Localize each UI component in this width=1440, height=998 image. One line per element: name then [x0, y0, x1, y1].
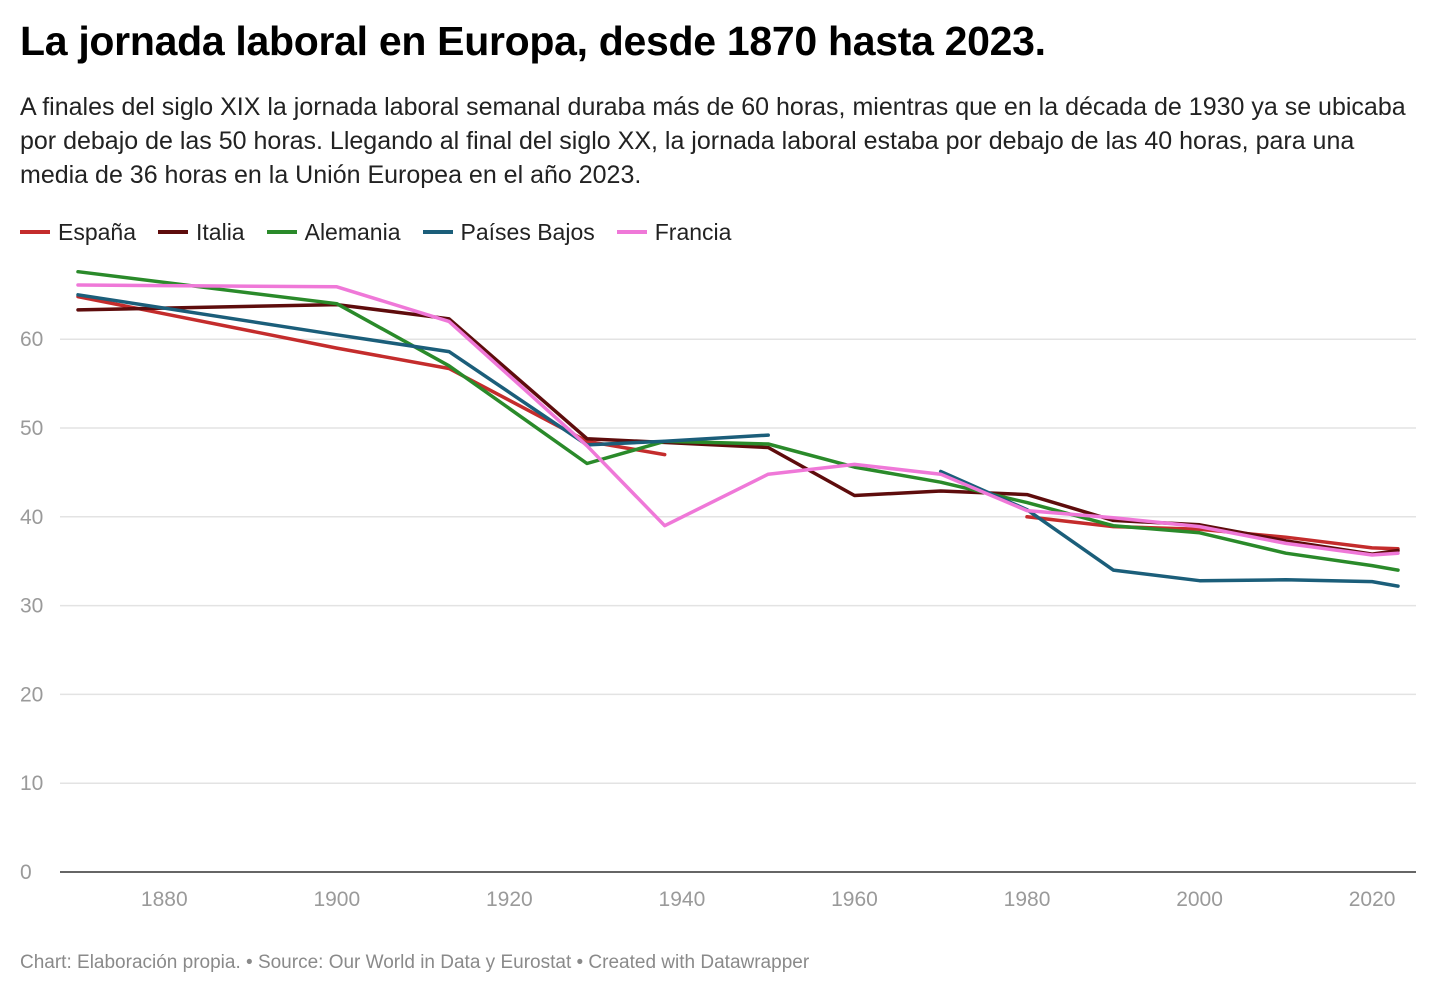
y-tick-label: 0 — [20, 861, 32, 884]
legend-item: Alemania — [266, 218, 401, 246]
series-line-italia — [76, 302, 1400, 556]
y-tick-label: 40 — [20, 506, 43, 529]
legend-swatch — [20, 230, 50, 234]
legend-item: España — [20, 219, 136, 246]
y-tick-label: 20 — [20, 683, 43, 706]
legend-label: Países Bajos — [460, 218, 595, 245]
legend-swatch — [158, 230, 189, 234]
legend-item: Francia — [616, 218, 732, 246]
line-chart: 0 10 20 30 40 50 60 1880 1900 1920 1940 1960 1980 200… — [20, 269, 1416, 911]
legend-swatch — [266, 230, 297, 234]
series-line-alemania — [76, 269, 1400, 572]
legend: España Italia Alemania Países Bajos Francia — [20, 216, 753, 248]
legend-item: Países Bajos — [422, 218, 595, 246]
legend-item: Italia — [158, 219, 245, 246]
x-tick-label: 2020 — [1349, 888, 1396, 911]
series-line-espa-a — [1025, 515, 1400, 551]
x-tick-label: 1900 — [313, 888, 360, 911]
series-line-francia — [76, 283, 1400, 557]
x-tick-label: 1920 — [486, 888, 533, 911]
x-tick-label: 1980 — [1004, 888, 1051, 911]
y-tick-label: 50 — [20, 417, 43, 440]
x-tick-label: 1960 — [831, 888, 878, 911]
chart-title: La jornada laboral en Europa, desde 1870… — [20, 18, 1046, 64]
legend-label: Alemania — [304, 218, 401, 245]
legend-label: Italia — [196, 218, 245, 245]
legend-label: Francia — [654, 218, 732, 245]
chart-footer: Chart: Elaboración propia. • Source: Our… — [20, 952, 810, 973]
y-tick-label: 60 — [20, 328, 43, 351]
chart-subtitle: A finales del siglo XIX la jornada labor… — [20, 93, 1406, 189]
legend-swatch — [422, 230, 453, 234]
y-tick-label: 30 — [20, 595, 43, 618]
legend-swatch — [616, 230, 647, 234]
x-tick-label: 1880 — [141, 888, 188, 911]
series-line-pa-ses-bajos — [76, 293, 770, 447]
legend-label: España — [58, 218, 137, 245]
series-line-espa-a — [76, 294, 667, 457]
x-tick-label: 2000 — [1176, 888, 1223, 911]
x-tick-label: 1940 — [659, 888, 706, 911]
y-tick-label: 10 — [20, 772, 43, 795]
